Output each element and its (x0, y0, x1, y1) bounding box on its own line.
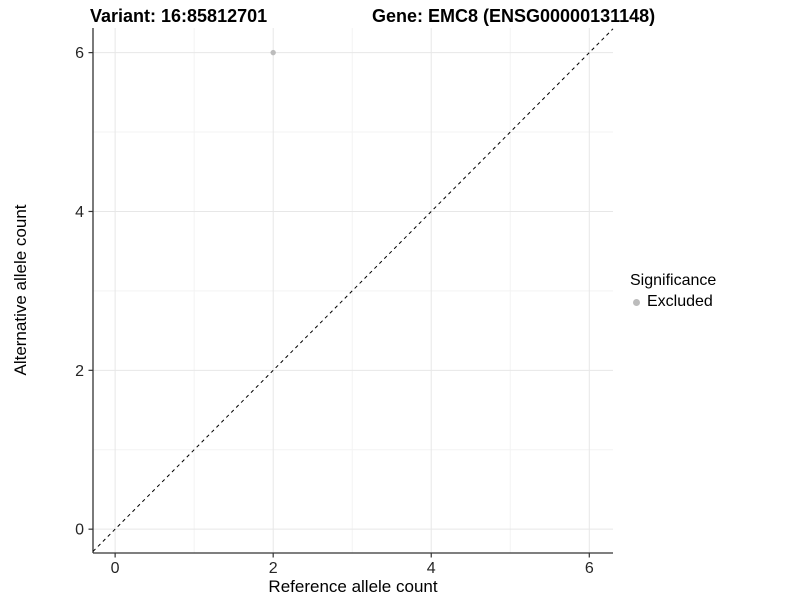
y-tick-label: 2 (75, 363, 84, 380)
x-tick-label: 0 (111, 560, 120, 577)
y-tick-label: 6 (75, 45, 84, 62)
variant-title: Variant: 16:85812701 (90, 6, 268, 26)
data-point (270, 49, 276, 56)
legend-point-icon (633, 298, 640, 306)
legend-item-excluded: Excluded (630, 293, 716, 311)
y-axis-title: Alternative allele count (11, 204, 30, 376)
legend: Significance Excluded (630, 272, 716, 311)
gene-title: Gene: EMC8 (ENSG00000131148) (372, 6, 656, 26)
x-tick-label: 2 (269, 560, 278, 577)
legend-item-label: Excluded (647, 293, 713, 310)
x-tick-label: 6 (585, 560, 594, 577)
legend-title: Significance (630, 272, 717, 289)
x-tick-label: 4 (427, 560, 436, 577)
y-tick-label: 4 (75, 204, 84, 221)
y-tick-label: 0 (75, 522, 84, 539)
x-axis-title: Reference allele count (268, 577, 438, 596)
identity-reference-line (92, 28, 614, 552)
